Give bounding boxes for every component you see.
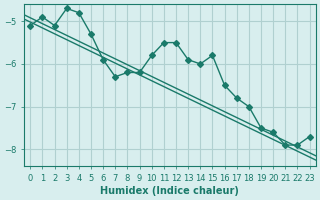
X-axis label: Humidex (Indice chaleur): Humidex (Indice chaleur) — [100, 186, 239, 196]
